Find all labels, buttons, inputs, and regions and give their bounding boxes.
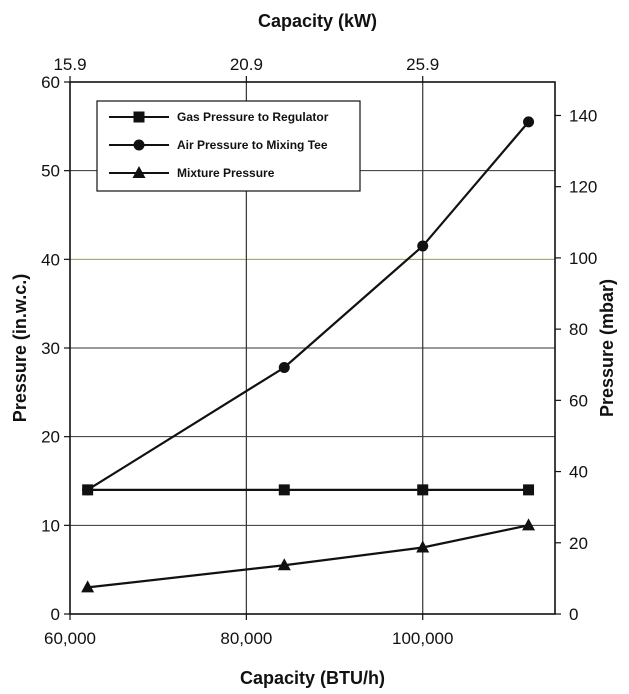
data-point [278, 362, 290, 374]
y2-tick-label: 140 [569, 106, 597, 125]
y-tick-label: 60 [41, 73, 60, 92]
data-point [523, 484, 535, 496]
y-tick-label: 30 [41, 339, 60, 358]
x2-tick-label: 20.9 [230, 55, 263, 74]
data-point [277, 558, 291, 571]
y2-tick-label: 0 [569, 605, 578, 624]
data-point [416, 540, 430, 553]
data-point [82, 484, 94, 496]
y-tick-label: 40 [41, 250, 60, 269]
y-tick-label: 20 [41, 428, 60, 447]
series-square [82, 484, 535, 496]
series-line [87, 121, 530, 491]
x-tick-label: 100,000 [392, 629, 453, 648]
right-axis-title: Pressure (mbar) [597, 279, 617, 417]
y2-tick-label: 40 [569, 463, 588, 482]
data-point [523, 116, 535, 128]
y2-tick-label: 100 [569, 249, 597, 268]
axis-ticks: 0 10 20 30 40 50 60 0 20 40 60 80 100 120 140 60,000 80,… [41, 55, 597, 648]
top-axis-title: Capacity (kW) [258, 11, 377, 31]
x2-tick-label: 15.9 [53, 55, 86, 74]
legend-label: Mixture Pressure [177, 166, 275, 180]
legend-marker [133, 139, 145, 151]
y2-tick-label: 80 [569, 320, 588, 339]
series-layer [81, 116, 536, 593]
x-tick-label: 60,000 [44, 629, 96, 648]
data-point [278, 484, 290, 496]
series-triangle [81, 518, 536, 593]
legend-label: Air Pressure to Mixing Tee [177, 138, 328, 152]
data-point [417, 240, 429, 252]
y-tick-label: 50 [41, 162, 60, 181]
y-axis-title: Pressure (in.w.c.) [10, 274, 30, 422]
y2-tick-label: 120 [569, 178, 597, 197]
legend-marker [132, 166, 146, 178]
y2-tick-label: 20 [569, 534, 588, 553]
y-tick-label: 0 [51, 605, 60, 624]
legend-label: Gas Pressure to Regulator [177, 110, 329, 124]
y-tick-label: 10 [41, 516, 60, 535]
legend-marker [133, 111, 145, 123]
x-tick-label: 80,000 [220, 629, 272, 648]
x-axis-title: Capacity (BTU/h) [240, 668, 385, 688]
data-point [522, 518, 536, 531]
x2-tick-label: 25.9 [406, 55, 439, 74]
series-circle [82, 116, 535, 496]
series-line [87, 524, 529, 589]
legend: Gas Pressure to Regulator Air Pressure to… [96, 100, 361, 192]
data-point [81, 580, 95, 593]
y2-tick-label: 60 [569, 391, 588, 410]
data-point [417, 484, 429, 496]
